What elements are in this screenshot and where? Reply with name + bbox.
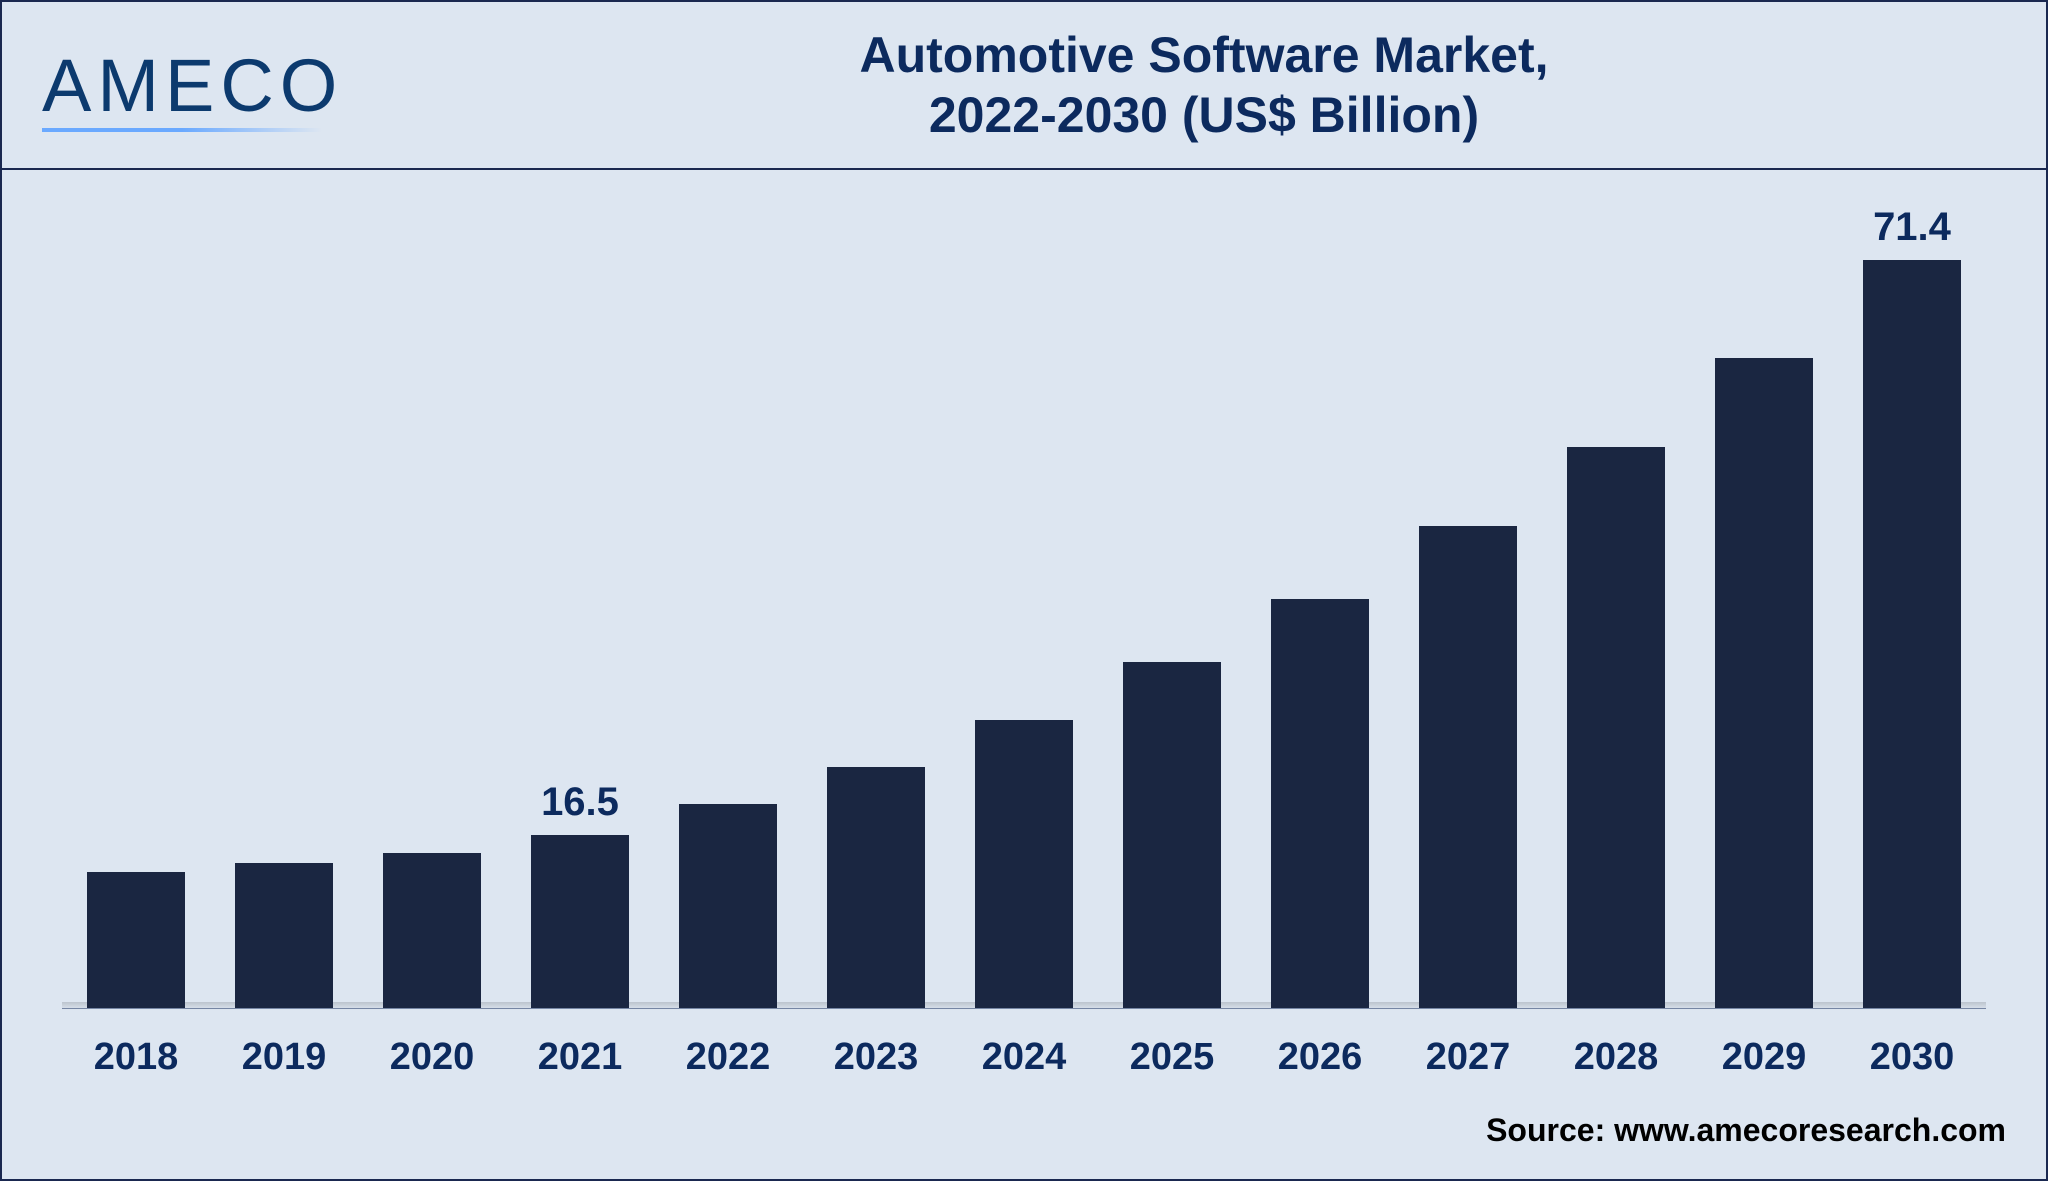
bar [531,835,629,1008]
bar [1863,260,1961,1008]
x-axis-labels: 2018201920202021202220232024202520262027… [62,1036,1986,1079]
x-axis-label: 2020 [358,1036,506,1079]
bar-slot: 16.5 [506,222,654,1008]
title-line-2: 2022-2030 (US$ Billion) [402,85,2006,145]
x-axis-label: 2028 [1542,1036,1690,1079]
x-axis-label: 2027 [1394,1036,1542,1079]
header: AMECO Automotive Software Market, 2022-2… [2,2,2046,170]
bar-slot [358,222,506,1008]
source-attribution: Source: www.amecoresearch.com [1486,1112,2006,1149]
bar-slot [62,222,210,1008]
x-axis-label: 2025 [1098,1036,1246,1079]
x-axis-label: 2021 [506,1036,654,1079]
bar-slot [1394,222,1542,1008]
x-axis-label: 2030 [1838,1036,1986,1079]
title-line-1: Automotive Software Market, [402,25,2006,85]
x-axis-label: 2019 [210,1036,358,1079]
bar [1123,662,1221,1008]
x-axis-label: 2023 [802,1036,950,1079]
bar-slot [210,222,358,1008]
bar [235,863,333,1008]
logo-text: AMECO [42,43,402,128]
bar-slot [654,222,802,1008]
bar [1271,599,1369,1008]
bar-slot [1690,222,1838,1008]
bar-slot [1246,222,1394,1008]
bar [1567,447,1665,1008]
x-axis-label: 2022 [654,1036,802,1079]
chart-plot-area: 16.5 71.4 [62,222,1986,1009]
bar-slot [802,222,950,1008]
bar-value-label: 71.4 [1838,205,1986,250]
chart-title: Automotive Software Market, 2022-2030 (U… [402,25,2006,145]
x-axis-label: 2026 [1246,1036,1394,1079]
bar [383,853,481,1008]
bar-container: 16.5 71.4 [62,222,1986,1009]
chart-frame: AMECO Automotive Software Market, 2022-2… [0,0,2048,1181]
bar-slot [1098,222,1246,1008]
logo: AMECO [42,43,402,128]
x-axis-label: 2018 [62,1036,210,1079]
x-axis-label: 2024 [950,1036,1098,1079]
bar [975,720,1073,1008]
bar [827,767,925,1008]
bar [679,804,777,1008]
bar-slot [1542,222,1690,1008]
bar-slot: 71.4 [1838,222,1986,1008]
x-axis-label: 2029 [1690,1036,1838,1079]
bar [1715,358,1813,1008]
bar-slot [950,222,1098,1008]
bar-value-label: 16.5 [506,780,654,825]
bar [87,872,185,1008]
bar [1419,526,1517,1008]
